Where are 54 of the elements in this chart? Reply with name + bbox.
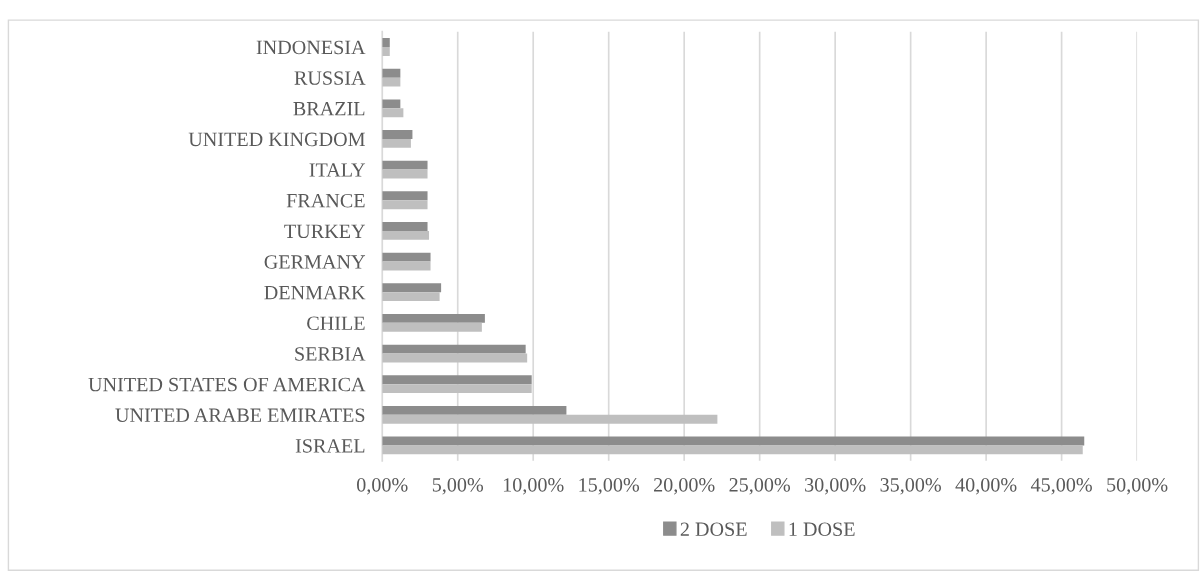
y-tick-label: ITALY: [309, 163, 366, 177]
bar: [382, 252, 431, 262]
y-tick-label: INDONESIA: [256, 40, 366, 55]
y-tick-label: FRANCE: [286, 193, 365, 208]
bar: [382, 436, 1085, 446]
y-tick-label: SERBIA: [295, 347, 366, 361]
bar: [382, 283, 442, 293]
x-tick-label: 25,00%: [729, 478, 791, 495]
x-tick-label: 15,00%: [579, 478, 640, 495]
legend-label: 2 DOSE: [680, 522, 747, 537]
bar: [382, 222, 428, 231]
bar: [382, 445, 1083, 455]
y-tick-label: ISRAEL: [295, 439, 365, 453]
bar: [382, 169, 428, 179]
bar: [382, 130, 413, 139]
bar: [382, 138, 411, 148]
x-tick-label: 20,00%: [654, 478, 715, 495]
y-tick-label: UNITED STATES OF AMERICA: [88, 377, 366, 392]
bar: [382, 261, 431, 271]
y-tick-label: BRAZIL: [293, 102, 365, 116]
legend-label: 1 DOSE: [789, 522, 855, 537]
x-tick-label: 0,00%: [356, 478, 408, 495]
bar: [382, 108, 404, 118]
bar: [382, 68, 401, 78]
bar: [382, 414, 718, 424]
bar: [382, 405, 567, 415]
y-tick-label: DENMARK: [264, 285, 366, 300]
x-tick-label: 10,00%: [503, 478, 564, 495]
bar: [382, 200, 428, 210]
bar: [382, 313, 485, 323]
x-tick-label: 45,00%: [1030, 478, 1092, 495]
bar: [382, 292, 440, 302]
y-tick-label: GERMANY: [264, 255, 366, 269]
bar: [382, 230, 430, 240]
y-tick-label: TURKEY: [284, 224, 366, 239]
x-tick-label: 40,00%: [955, 478, 1017, 495]
x-tick-label: 5,00%: [432, 478, 484, 495]
bar: [382, 47, 390, 56]
x-tick-label: 35,00%: [880, 478, 941, 495]
y-tick-label: UNITED ARABE EMIRATES: [115, 408, 365, 423]
bar: [382, 384, 532, 394]
y-tick-label: UNITED KINGDOM: [188, 132, 365, 147]
bar: [382, 38, 390, 48]
x-tick-label: 50,00%: [1107, 478, 1168, 495]
bar: [382, 375, 532, 385]
bar: [382, 160, 428, 170]
bar: [382, 344, 526, 354]
bar: [382, 322, 482, 332]
x-tick-label: 30,00%: [805, 478, 866, 495]
bar: [382, 191, 428, 201]
bar: [382, 99, 401, 109]
y-tick-label: CHILE: [307, 316, 365, 331]
y-tick-label: RUSSIA: [294, 71, 366, 85]
bar: [382, 77, 401, 87]
